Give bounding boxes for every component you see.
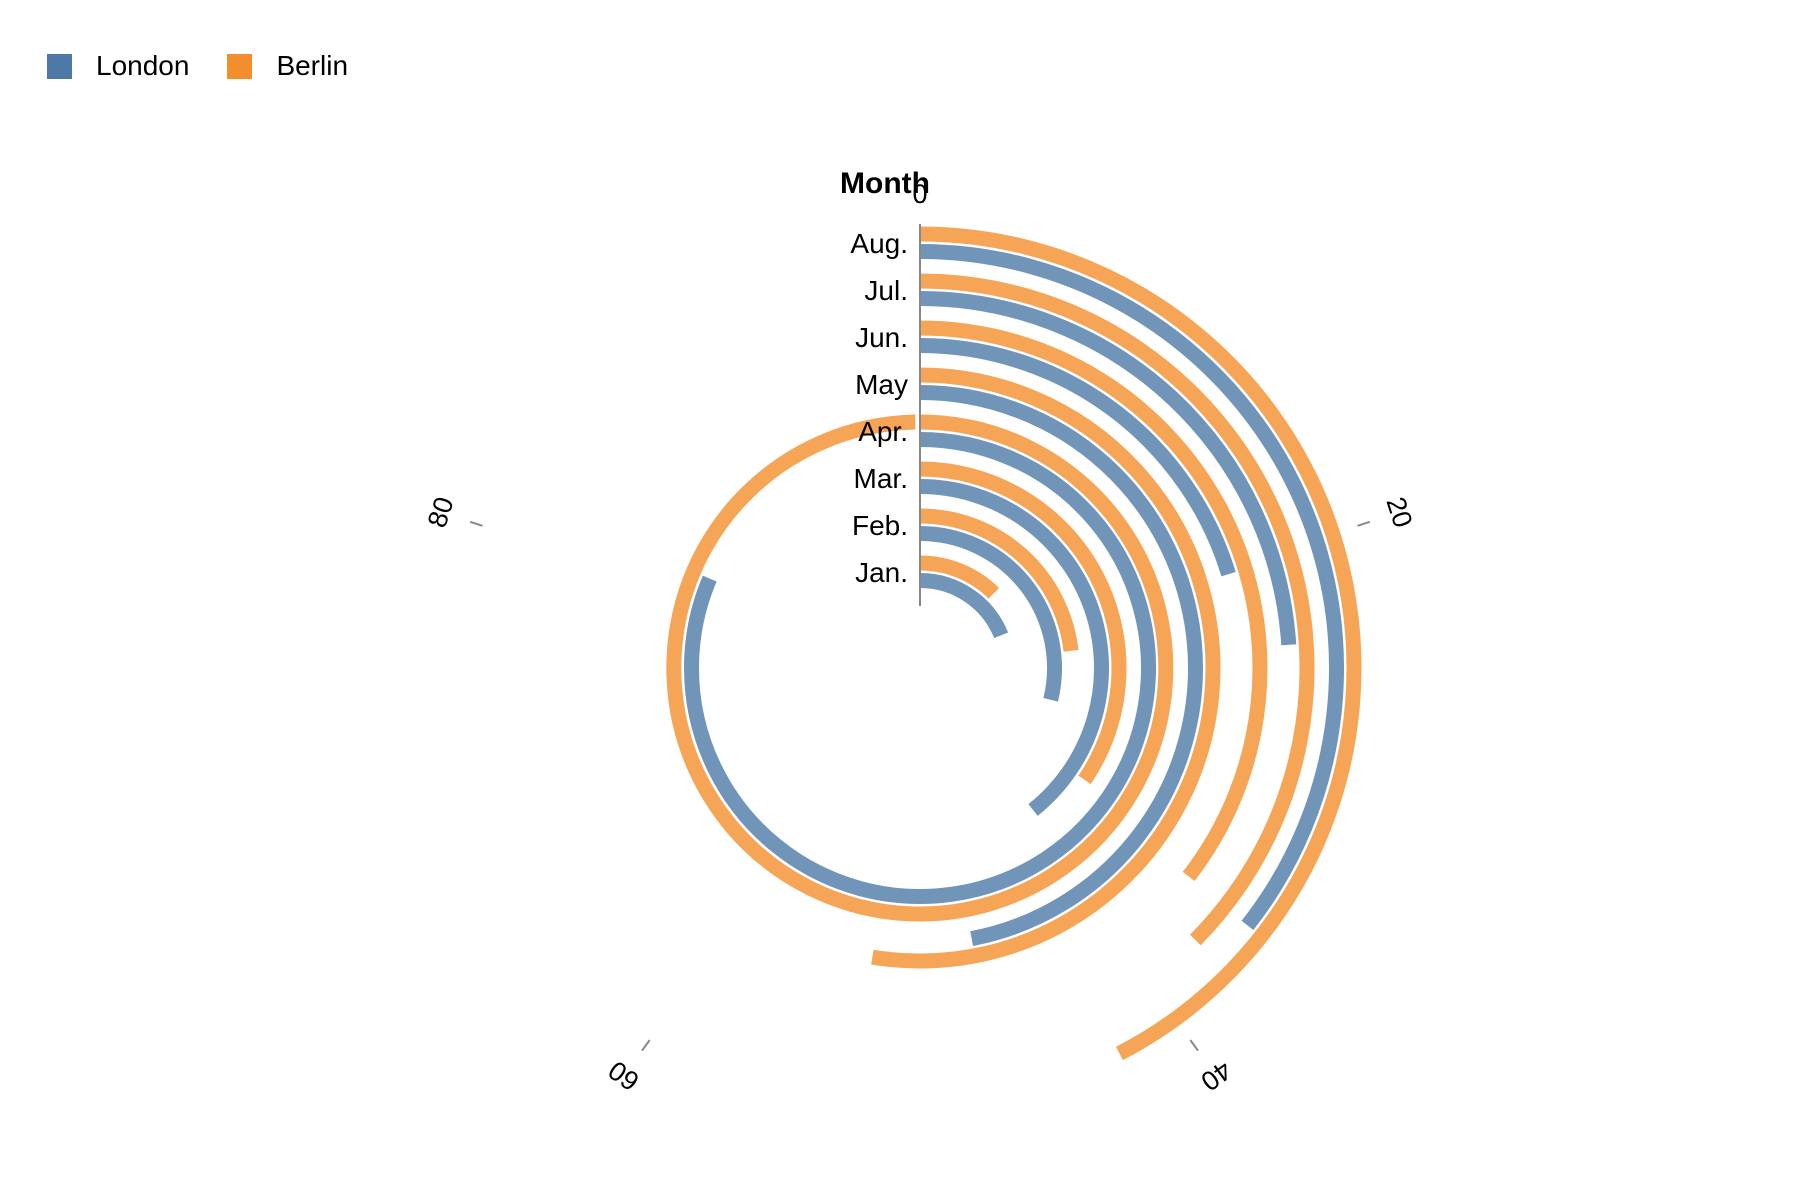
value-tick — [469, 520, 483, 527]
bar-london-may — [919, 385, 1203, 946]
category-axis-title: Month — [840, 167, 930, 200]
value-tick-label: 40 — [1195, 1055, 1237, 1097]
bar-berlin-jul — [919, 273, 1315, 946]
value-tick-label: 0 — [912, 179, 927, 209]
legend: London Berlin — [47, 50, 386, 82]
value-tick — [1357, 520, 1371, 527]
bars-group — [666, 226, 1362, 1061]
bar-london-jan — [919, 573, 1009, 639]
bar-berlin-feb — [919, 508, 1079, 652]
value-tick — [1189, 1039, 1199, 1052]
value-tick-label: 20 — [1380, 493, 1418, 531]
legend-label-london: London — [96, 50, 190, 81]
category-axis: Jan. Feb. Mar. Apr. May Jun. Jul. Aug. — [850, 224, 921, 606]
bar-london-feb — [919, 526, 1062, 702]
category-label: Jul. — [864, 275, 908, 306]
category-label: Apr. — [858, 416, 908, 447]
legend-label-berlin: Berlin — [276, 50, 349, 81]
category-label: Jun. — [855, 322, 908, 353]
bar-london-jun — [919, 338, 1236, 577]
legend-swatch-london — [47, 53, 72, 79]
bar-berlin-mar — [919, 461, 1127, 785]
value-tick-label: 80 — [422, 493, 460, 531]
bar-berlin-apr — [666, 414, 1174, 922]
bar-london-aug — [919, 244, 1344, 930]
category-label: Aug. — [850, 228, 908, 259]
category-label: Jan. — [855, 557, 908, 588]
bar-berlin-may — [871, 367, 1221, 969]
value-tick-label: 60 — [603, 1055, 645, 1097]
bar-london-mar — [919, 479, 1109, 816]
category-label: Feb. — [852, 510, 908, 541]
bar-london-jul — [919, 291, 1297, 646]
legend-item-berlin[interactable]: Berlin — [227, 50, 348, 82]
category-label: Mar. — [854, 463, 908, 494]
value-tick — [641, 1039, 651, 1052]
bar-berlin-jun — [919, 320, 1268, 881]
bar-berlin-aug — [919, 226, 1362, 1061]
bar-berlin-jan — [919, 555, 1000, 599]
category-label: May — [855, 369, 908, 400]
legend-swatch-berlin — [227, 53, 253, 79]
bar-london-apr — [684, 432, 1156, 904]
legend-item-london[interactable]: London — [47, 50, 189, 82]
